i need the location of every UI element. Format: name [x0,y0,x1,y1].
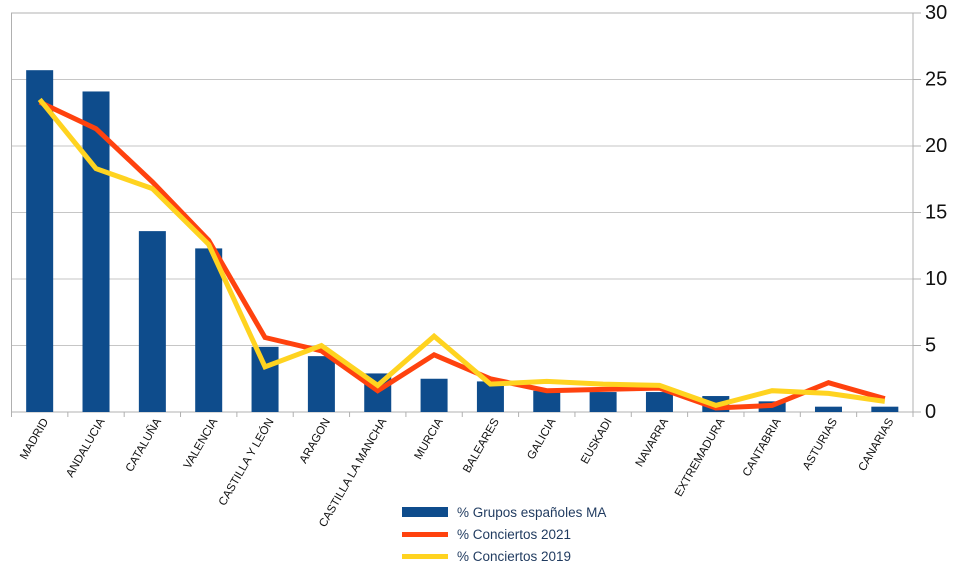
legend-item-grupos-espanoles-ma: % Grupos españoles MA [402,504,607,520]
bar-valencia [195,248,223,412]
category-label-cantabria: CANTABRIA [741,416,784,479]
category-label-aragon: ARAGON [298,417,333,466]
category-label-navarra: NAVARRA [634,416,672,469]
y-axis-label: 5 [925,335,936,357]
category-label-castilla-y-león: CASTILLA Y LEÓN [216,416,277,508]
category-label-extremadura: EXTREMADURA [673,416,728,499]
y-axis-label: 25 [925,69,947,91]
category-label-cataluña: CATALUÑA [123,416,164,474]
legend-item-conciertos-2019: % Conciertos 2019 [402,548,606,564]
legend-label: % Conciertos 2019 [457,548,572,564]
y-axis-label: 30 [925,2,947,24]
bar-murcia [420,378,448,412]
category-label-baleares: BALEARES [461,416,502,475]
line-conciertos-2019 [37,97,886,409]
line-conciertos-2021 [38,99,886,411]
legend-item-conciertos-2021: % Conciertos 2021 [402,526,606,542]
category-label-murcia: MURCIA [413,416,446,462]
bar-galicia [533,390,561,412]
bar-asturias [814,406,842,412]
category-label-castilla-la-mancha: CASTILLA LA MANCHA [317,416,389,529]
category-label-euskadi: EUSKADI [579,417,615,467]
category-label-canarias: CANARIAS [857,416,897,473]
y-axis-label: 20 [925,135,947,157]
category-label-asturias: ASTURIAS [801,416,840,472]
bar-madrid [26,70,54,412]
bar-castilla-y-león [251,346,279,412]
category-label-valencia: VALENCIA [182,416,221,471]
category-label-galicia: GALICIA [525,416,558,462]
legend-swatch-line-2021 [402,531,448,537]
category-label-madrid: MADRID [18,417,51,462]
legend: % Grupos españoles MA % Conciertos 2021 … [402,504,607,564]
legend-swatch-bar [402,507,448,517]
bar-cataluña [138,231,166,412]
category-label-andalucia: ANDALUCIA [64,416,107,479]
bar-euskadi [589,392,617,412]
bar-andalucia [82,91,110,412]
y-axis-label: 0 [925,401,936,423]
legend-label: % Conciertos 2021 [457,526,572,542]
y-axis-label: 10 [925,268,947,290]
y-axis-label: 15 [925,202,947,224]
bar-navarra [645,392,673,412]
bar-aragon [307,356,335,412]
legend-label: % Grupos españoles MA [457,504,607,520]
legend-swatch-line-2019 [402,553,448,559]
bar-canarias [871,406,899,412]
